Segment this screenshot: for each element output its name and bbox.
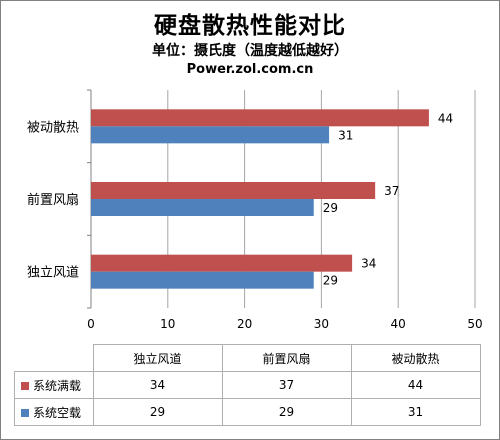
data-table-cell: 29: [92, 398, 223, 426]
category-label: 被动散热: [27, 120, 79, 135]
x-tick-label: 20: [237, 317, 252, 331]
x-tick-label: 10: [160, 317, 175, 331]
data-label: 34: [361, 257, 376, 271]
legend-label: 系统满载: [33, 378, 82, 393]
x-tick-label: 40: [391, 317, 406, 331]
data-table-row: 系统满载 34 37 44: [14, 371, 481, 399]
category-label: 前置风扇: [27, 192, 79, 208]
data-table-cell: 44: [350, 371, 481, 399]
bar: [91, 182, 376, 199]
data-label: 29: [323, 201, 338, 215]
data-table-column-header: 被动散热: [350, 344, 481, 372]
x-tick-label: 50: [467, 317, 482, 331]
x-tick-label: 0: [87, 317, 95, 331]
data-table-cell: 31: [350, 398, 481, 426]
bar: [91, 199, 314, 216]
legend-label: 系统空载: [33, 405, 82, 420]
data-table-header-row: 独立风道 前置风扇 被动散热: [14, 344, 481, 372]
chart-title: 硬盘散热性能对比: [154, 12, 346, 39]
data-table-row-header: 系统空载: [14, 398, 94, 426]
data-label: 29: [323, 274, 338, 288]
data-table-cell: 29: [221, 398, 352, 426]
data-table-column-header: 前置风扇: [221, 344, 352, 372]
data-table-row-header: 系统满载: [14, 371, 94, 399]
data-table-cell: 37: [221, 371, 352, 399]
chart-source: Power.zol.com.cn: [186, 62, 314, 77]
data-table: 独立风道 前置风扇 被动散热 系统满载 34 37 44 系统空载 29 29 …: [14, 344, 481, 426]
category-label: 独立风道: [27, 266, 79, 281]
data-table-row: 系统空载 29 29 31: [14, 398, 481, 426]
data-table-cell: 34: [92, 371, 223, 399]
x-tick-label: 30: [314, 317, 329, 331]
data-label: 37: [384, 184, 399, 198]
data-label: 31: [338, 128, 353, 142]
bar: [91, 109, 429, 127]
bar: [91, 126, 330, 144]
bar: [91, 271, 314, 289]
data-table-column-header: 独立风道: [92, 344, 223, 372]
legend-swatch: [21, 409, 29, 417]
bar: [91, 254, 353, 272]
data-table-corner: [14, 344, 94, 372]
data-label: 44: [438, 111, 453, 125]
legend-swatch: [21, 382, 29, 390]
chart-subtitle: 单位：摄氏度（温度越低越好）: [152, 43, 348, 59]
